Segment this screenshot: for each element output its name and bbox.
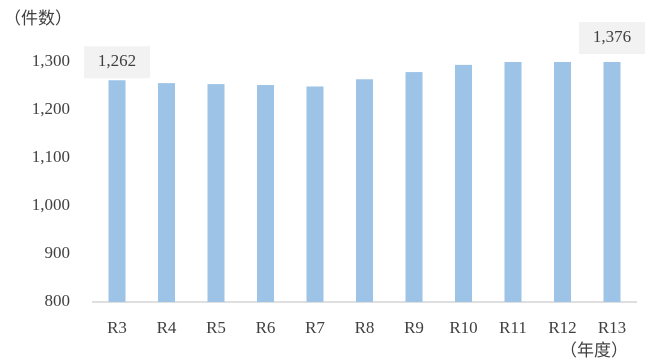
y-tick-label: 1,100 xyxy=(32,147,70,166)
data-label: 1,376 xyxy=(593,27,631,46)
y-tick-label: 900 xyxy=(45,243,71,262)
bar xyxy=(158,83,175,303)
bar xyxy=(356,79,373,302)
bar xyxy=(455,64,472,302)
x-tick-label: R9 xyxy=(404,318,424,337)
x-tick-label: R6 xyxy=(256,318,276,337)
bar xyxy=(207,84,225,302)
y-tick-label: 1,200 xyxy=(32,99,70,118)
bar xyxy=(554,62,571,303)
data-label-box xyxy=(579,22,645,54)
y-axis-label: （件数） xyxy=(4,9,72,28)
x-axis-label: （年度） xyxy=(560,341,628,360)
data-label-box xyxy=(84,46,150,79)
x-tick-label: R12 xyxy=(548,318,576,337)
bar xyxy=(603,62,621,303)
bar xyxy=(504,62,522,303)
x-tick-label: R3 xyxy=(107,318,127,337)
data-label: 1,262 xyxy=(98,51,136,70)
bars xyxy=(108,62,621,303)
x-tick-label: R13 xyxy=(598,318,626,337)
x-tick-label: R7 xyxy=(305,318,325,337)
x-tick-label: R5 xyxy=(206,318,226,337)
x-tick-label: R8 xyxy=(355,318,375,337)
x-tick-label: R4 xyxy=(157,318,177,337)
y-tick-label: 1,300 xyxy=(32,51,70,70)
bar xyxy=(405,72,423,302)
y-tick-label: 800 xyxy=(45,291,71,310)
y-tick-label: 1,000 xyxy=(32,195,70,214)
bar xyxy=(306,86,324,302)
bar xyxy=(108,80,126,303)
x-tick-label: R10 xyxy=(449,318,477,337)
bar xyxy=(257,85,274,302)
x-tick-label: R11 xyxy=(499,318,527,337)
